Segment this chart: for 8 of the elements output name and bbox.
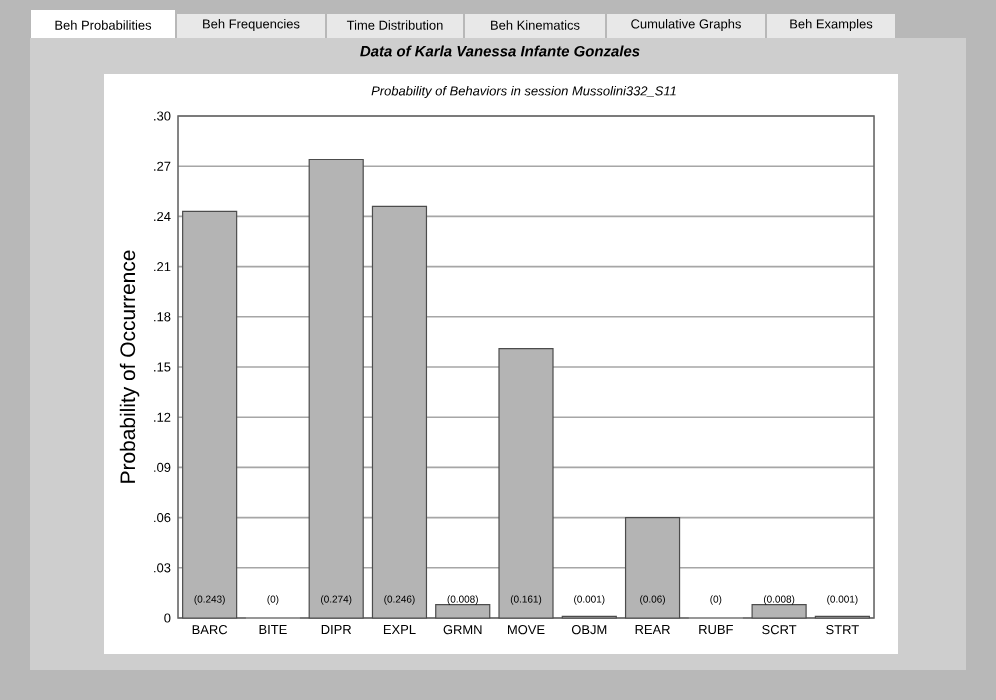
bar (182, 210, 238, 619)
bar (751, 604, 807, 619)
y-axis-title: Probability of Occurrence (119, 250, 140, 483)
bar (498, 347, 554, 619)
bar (435, 604, 491, 619)
bar (624, 517, 681, 619)
bar (371, 205, 428, 619)
bar (308, 158, 364, 619)
